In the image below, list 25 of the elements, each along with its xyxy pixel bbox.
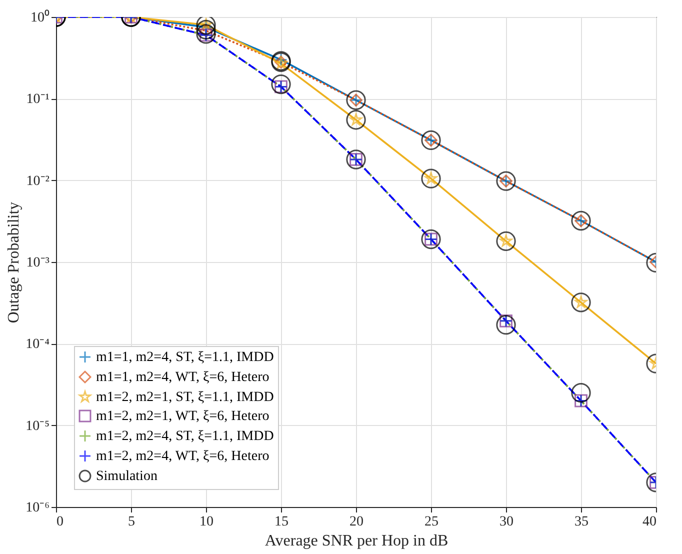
- x-tick-label: 25: [424, 514, 438, 530]
- y-tick-label: 10⁻²: [26, 174, 50, 189]
- legend-label: m1=2, m2=4, ST, ξ=1.1, IMDD: [96, 429, 274, 444]
- legend-label: m1=1, m2=4, WT, ξ=6, Hetero: [96, 370, 270, 385]
- y-tick-label: 10⁻⁵: [26, 418, 50, 434]
- legend-label: m1=2, m2=1, WT, ξ=6, Hetero: [96, 409, 270, 424]
- legend-label: m1=2, m2=1, ST, ξ=1.1, IMDD: [96, 390, 274, 405]
- legend-label: m1=1, m2=4, ST, ξ=1.1, IMDD: [96, 350, 274, 365]
- x-axis-title: Average SNR per Hop in dB: [264, 532, 448, 550]
- x-tick-label: 35: [574, 514, 588, 530]
- y-tick-label: 10⁻⁴: [26, 337, 50, 352]
- x-tick-label: 0: [56, 514, 64, 530]
- y-tick-label: 10⁻³: [26, 256, 50, 270]
- y-tick-label: 10⁻¹: [26, 92, 50, 108]
- x-tick-label: 5: [128, 514, 135, 530]
- x-tick-label: 40: [642, 514, 656, 530]
- x-tick-label: 15: [274, 514, 288, 530]
- legend-label: Simulation: [96, 469, 158, 484]
- x-tick-label: 30: [500, 514, 514, 530]
- y-axis-title: Outage Probability: [6, 202, 23, 324]
- y-tick-label: 10⁻⁶: [26, 500, 50, 516]
- x-tick-label: 10: [200, 514, 214, 530]
- y-tick-label: 10⁰: [30, 10, 50, 26]
- x-tick-label: 20: [350, 514, 364, 530]
- legend-label: m1=2, m2=4, WT, ξ=6, Hetero: [96, 449, 270, 464]
